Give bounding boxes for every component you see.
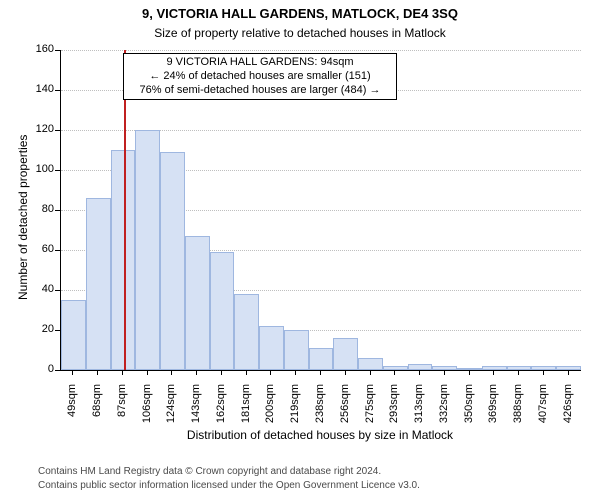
x-tick-label: 68sqm — [91, 384, 103, 434]
y-tick — [55, 50, 60, 51]
x-tick-label: 407sqm — [537, 384, 549, 434]
x-tick-label: 49sqm — [66, 384, 78, 434]
x-tick — [171, 370, 172, 375]
bar — [358, 358, 383, 370]
y-tick-label: 80 — [26, 203, 54, 215]
bar — [333, 338, 358, 370]
x-tick-label: 181sqm — [240, 384, 252, 434]
bar — [234, 294, 259, 370]
y-tick — [55, 130, 60, 131]
y-tick — [55, 330, 60, 331]
x-tick — [394, 370, 395, 375]
x-tick-label: 219sqm — [289, 384, 301, 434]
x-tick — [469, 370, 470, 375]
x-tick-label: 238sqm — [314, 384, 326, 434]
annotation-line: ← 24% of detached houses are smaller (15… — [130, 70, 390, 84]
x-tick — [444, 370, 445, 375]
plot-area: 9 VICTORIA HALL GARDENS: 94sqm← 24% of d… — [60, 50, 581, 371]
x-tick-label: 332sqm — [438, 384, 450, 434]
x-tick-label: 426sqm — [562, 384, 574, 434]
y-tick-label: 20 — [26, 323, 54, 335]
x-tick — [196, 370, 197, 375]
y-tick-label: 120 — [26, 123, 54, 135]
x-tick — [518, 370, 519, 375]
y-tick-label: 140 — [26, 83, 54, 95]
bar — [86, 198, 111, 370]
bar — [61, 300, 86, 370]
y-tick — [55, 90, 60, 91]
chart-title: 9, VICTORIA HALL GARDENS, MATLOCK, DE4 3… — [0, 6, 600, 21]
x-tick-label: 106sqm — [141, 384, 153, 434]
x-tick — [147, 370, 148, 375]
y-tick-label: 0 — [26, 363, 54, 375]
grid-line — [61, 50, 581, 51]
chart-root: { "title": "9, VICTORIA HALL GARDENS, MA… — [0, 0, 600, 500]
x-tick-label: 143sqm — [190, 384, 202, 434]
x-tick-label: 293sqm — [388, 384, 400, 434]
annotation-line: 76% of semi-detached houses are larger (… — [130, 84, 390, 98]
bar — [432, 366, 457, 370]
x-tick-label: 87sqm — [116, 384, 128, 434]
x-tick — [543, 370, 544, 375]
x-tick — [246, 370, 247, 375]
bar — [111, 150, 136, 370]
x-tick — [419, 370, 420, 375]
y-tick — [55, 210, 60, 211]
annotation-box: 9 VICTORIA HALL GARDENS: 94sqm← 24% of d… — [123, 53, 397, 100]
bar — [457, 368, 482, 370]
bar — [160, 152, 185, 370]
x-tick — [270, 370, 271, 375]
footer-line-2: Contains public sector information licen… — [38, 480, 420, 491]
x-tick — [370, 370, 371, 375]
x-tick — [493, 370, 494, 375]
bar — [309, 348, 334, 370]
y-tick — [55, 370, 60, 371]
x-tick — [221, 370, 222, 375]
y-axis-label: Number of detached properties — [16, 135, 30, 300]
bar — [531, 366, 556, 370]
x-tick — [568, 370, 569, 375]
x-tick — [320, 370, 321, 375]
y-tick-label: 60 — [26, 243, 54, 255]
x-tick-label: 388sqm — [512, 384, 524, 434]
bar — [556, 366, 581, 370]
x-tick-label: 256sqm — [339, 384, 351, 434]
x-tick-label: 350sqm — [463, 384, 475, 434]
bar — [210, 252, 235, 370]
y-tick — [55, 290, 60, 291]
x-tick — [72, 370, 73, 375]
footer-line-1: Contains HM Land Registry data © Crown c… — [38, 466, 381, 477]
x-tick-label: 313sqm — [413, 384, 425, 434]
y-tick — [55, 250, 60, 251]
x-tick — [345, 370, 346, 375]
x-tick-label: 162sqm — [215, 384, 227, 434]
x-tick-label: 275sqm — [364, 384, 376, 434]
chart-subtitle: Size of property relative to detached ho… — [0, 26, 600, 40]
y-tick — [55, 170, 60, 171]
y-tick-label: 160 — [26, 43, 54, 55]
x-tick-label: 200sqm — [264, 384, 276, 434]
bar — [284, 330, 309, 370]
bar — [135, 130, 160, 370]
bar — [259, 326, 284, 370]
x-tick-label: 369sqm — [487, 384, 499, 434]
x-tick — [122, 370, 123, 375]
y-tick-label: 40 — [26, 283, 54, 295]
x-tick — [97, 370, 98, 375]
x-tick — [295, 370, 296, 375]
bar — [185, 236, 210, 370]
annotation-line: 9 VICTORIA HALL GARDENS: 94sqm — [130, 56, 390, 70]
x-tick-label: 124sqm — [165, 384, 177, 434]
y-tick-label: 100 — [26, 163, 54, 175]
